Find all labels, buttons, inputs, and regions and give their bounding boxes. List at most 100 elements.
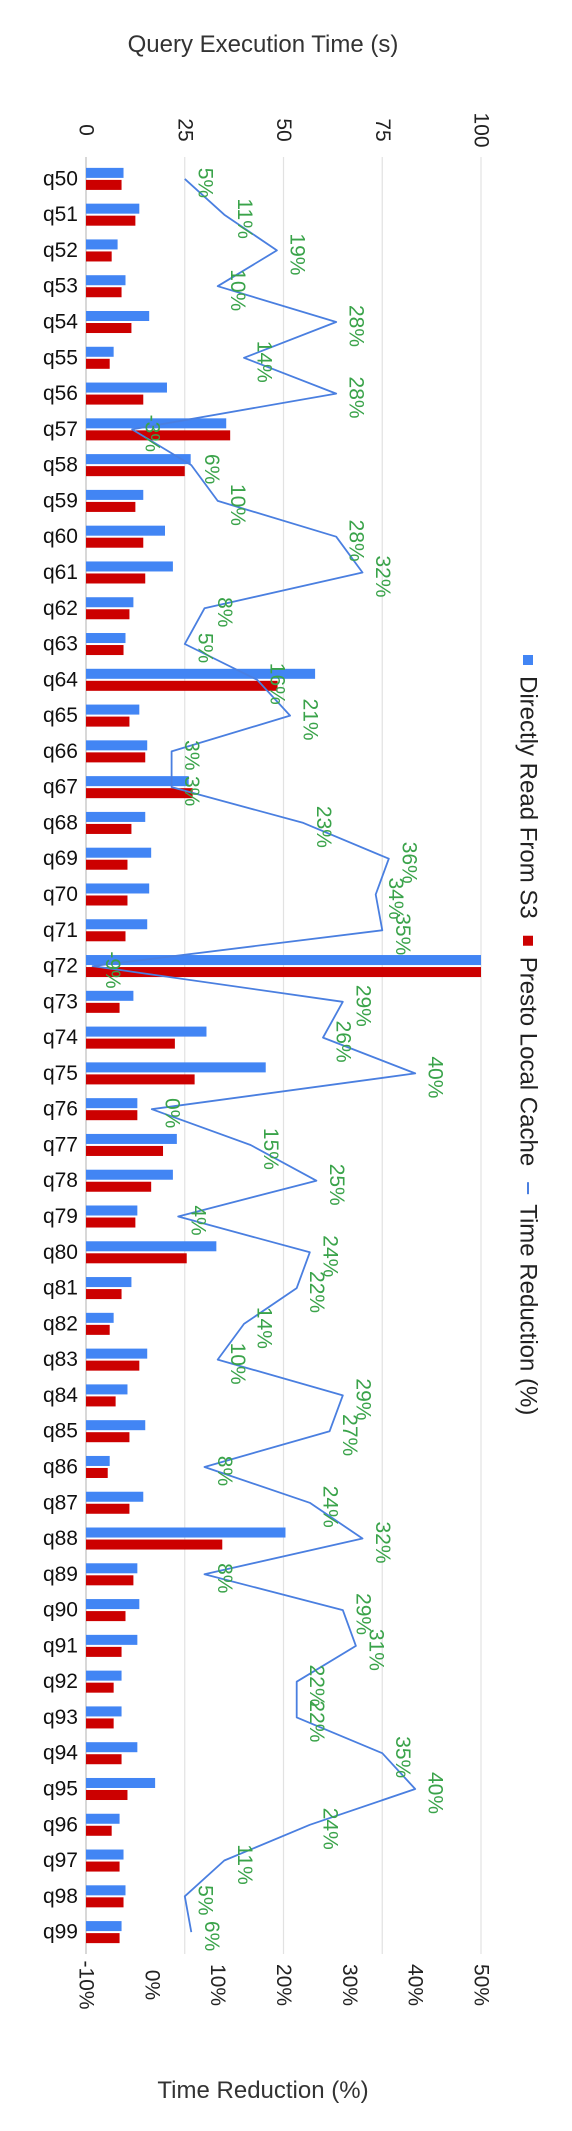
data-label: 40% — [424, 1772, 447, 1814]
data-label: 14% — [253, 341, 276, 383]
bar-presto-cache — [86, 645, 124, 656]
data-label: 4% — [187, 1205, 210, 1235]
category-label: q87 — [43, 1491, 78, 1514]
data-label: 10% — [226, 484, 249, 526]
bar-direct-s3 — [86, 1777, 156, 1788]
bar-direct-s3 — [86, 1348, 148, 1359]
category-label: q57 — [43, 418, 78, 441]
bar-direct-s3 — [86, 454, 191, 465]
data-label: 8% — [213, 597, 236, 627]
category-label: q61 — [43, 561, 78, 584]
bar-direct-s3 — [86, 990, 134, 1001]
bar-direct-s3 — [86, 1062, 266, 1073]
data-label: 5% — [193, 633, 216, 663]
bar-presto-cache — [86, 1789, 128, 1801]
bar-presto-cache — [86, 1539, 223, 1550]
bar-direct-s3 — [86, 382, 167, 393]
primary-axis-tick-label: 0 — [75, 124, 98, 136]
data-label: 5% — [193, 1885, 216, 1915]
category-label: q95 — [43, 1777, 78, 1800]
category-label: q54 — [43, 311, 78, 334]
category-label: q65 — [43, 704, 78, 727]
category-label: q78 — [43, 1169, 78, 1192]
bar-presto-cache — [86, 1682, 114, 1693]
bar-direct-s3 — [86, 1670, 122, 1681]
bar-presto-cache — [86, 1611, 126, 1622]
bar-presto-cache — [86, 430, 231, 441]
bar-direct-s3 — [86, 1133, 177, 1144]
data-label: 31% — [364, 1629, 387, 1671]
bar-presto-cache — [86, 1038, 175, 1049]
data-label: 22% — [305, 1271, 328, 1313]
data-label: 35% — [391, 913, 414, 955]
bar-direct-s3 — [86, 1706, 122, 1717]
data-label: 28% — [345, 305, 368, 347]
bar-direct-s3 — [86, 776, 189, 787]
bar-direct-s3 — [86, 1205, 138, 1216]
category-label: q81 — [43, 1277, 78, 1300]
time-reduction-line-layer — [91, 178, 417, 1933]
data-label: 3% — [180, 776, 203, 806]
category-label: q83 — [43, 1348, 78, 1371]
data-label: 5% — [193, 168, 216, 198]
bar-direct-s3 — [86, 275, 126, 286]
data-label: 8% — [213, 1563, 236, 1593]
bars — [86, 167, 481, 1944]
bar-direct-s3 — [86, 1098, 138, 1109]
bar-direct-s3 — [86, 1742, 138, 1753]
legend-swatch — [523, 655, 533, 665]
data-label: 40% — [424, 1056, 447, 1098]
category-label: q97 — [43, 1849, 78, 1872]
primary-axis-tick-label: 25 — [173, 118, 196, 141]
bar-direct-s3 — [86, 1634, 138, 1645]
bar-direct-s3 — [86, 847, 152, 858]
bar-presto-cache — [86, 215, 136, 226]
category-label: q96 — [43, 1813, 78, 1836]
bar-presto-cache — [86, 323, 132, 334]
bar-presto-cache — [86, 752, 146, 763]
time-reduction-line — [91, 178, 417, 1933]
bar-presto-cache — [86, 251, 112, 262]
data-label: 28% — [345, 377, 368, 419]
bar-presto-cache — [86, 931, 126, 942]
category-label: q94 — [43, 1742, 78, 1765]
data-label: 32% — [371, 1522, 394, 1564]
data-label: 23% — [312, 806, 335, 848]
bar-direct-s3 — [86, 597, 134, 608]
data-label: 22% — [305, 1700, 328, 1742]
bar-direct-s3 — [86, 310, 150, 322]
data-label: 19% — [285, 233, 308, 275]
category-label: q82 — [43, 1312, 78, 1335]
category-label: q88 — [43, 1527, 78, 1550]
category-label: q90 — [43, 1599, 78, 1622]
category-label: q59 — [43, 489, 78, 512]
bar-direct-s3 — [86, 1169, 173, 1180]
category-label: q85 — [43, 1420, 78, 1443]
bar-direct-s3 — [86, 1455, 110, 1466]
bar-presto-cache — [86, 609, 130, 620]
bar-presto-cache — [86, 1217, 136, 1228]
data-label: 16% — [266, 663, 289, 705]
data-label: 6% — [200, 1921, 223, 1951]
legend-label: Directly Read From S3 — [515, 676, 542, 919]
data-label: 32% — [371, 555, 394, 597]
data-label: 29% — [351, 985, 374, 1027]
data-label: 0% — [160, 1098, 183, 1128]
bar-presto-cache — [86, 1396, 116, 1407]
category-label: q80 — [43, 1241, 78, 1264]
bar-presto-cache — [86, 788, 193, 799]
data-label: 8% — [213, 1456, 236, 1486]
time-reduction-data-labels: 5%11%19%10%28%14%28%-3%6%10%28%32%8%5%16… — [101, 168, 447, 1952]
category-label: q91 — [43, 1634, 78, 1657]
bar-direct-s3 — [86, 1563, 138, 1574]
secondary-axis-tick-label: 40% — [404, 1964, 427, 2006]
data-label: 10% — [226, 269, 249, 311]
secondary-axis-tick-label: 0% — [140, 1970, 163, 2000]
bar-presto-cache — [86, 1432, 130, 1443]
bar-presto-cache — [86, 1754, 122, 1765]
legend-label: Presto Local Cache — [515, 957, 542, 1166]
bar-direct-s3 — [86, 704, 140, 715]
data-label: -9% — [101, 951, 124, 988]
data-label: 14% — [253, 1307, 276, 1349]
bar-presto-cache — [86, 1253, 187, 1264]
